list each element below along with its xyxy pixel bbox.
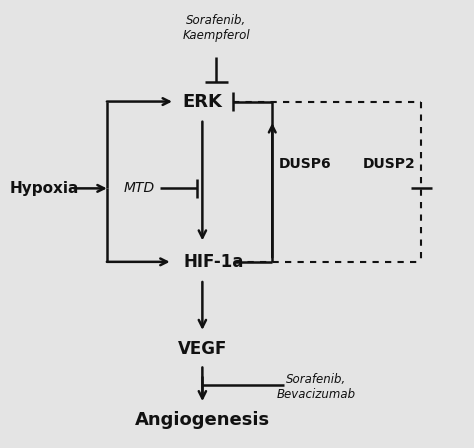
- Text: ERK: ERK: [182, 93, 222, 111]
- Text: HIF-1a: HIF-1a: [184, 253, 244, 271]
- Text: Sorafenib,
Kaempferol: Sorafenib, Kaempferol: [182, 14, 250, 42]
- Text: MTD: MTD: [124, 181, 155, 195]
- Text: DUSP6: DUSP6: [279, 157, 331, 171]
- Text: Hypoxia: Hypoxia: [9, 181, 79, 196]
- Text: DUSP2: DUSP2: [362, 157, 415, 171]
- Text: Sorafenib,
Bevacizumab: Sorafenib, Bevacizumab: [277, 372, 356, 401]
- Text: VEGF: VEGF: [178, 340, 227, 358]
- Text: Angiogenesis: Angiogenesis: [135, 411, 270, 429]
